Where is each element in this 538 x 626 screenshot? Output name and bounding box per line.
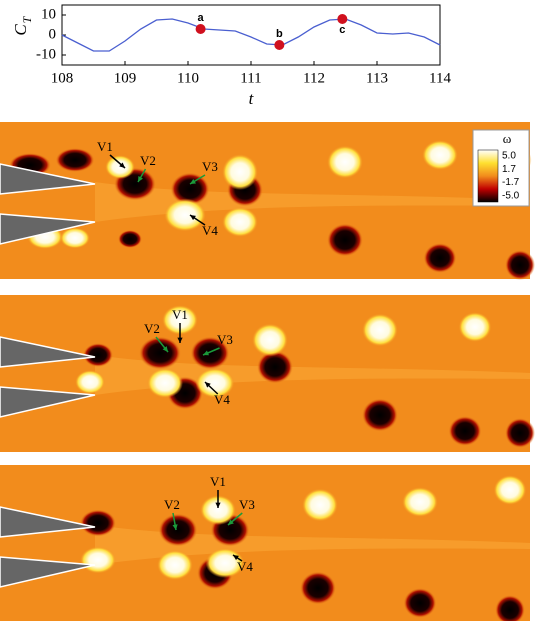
point-label: a	[198, 12, 205, 24]
vortex-label: V3	[217, 332, 233, 347]
vortex-label: V4	[214, 392, 230, 407]
positive-vortex	[252, 324, 288, 357]
vortex-label: V3	[239, 497, 255, 512]
x-axis-label: t	[249, 89, 255, 108]
colorbar-label: -5.0	[502, 191, 520, 202]
figure: 108109110111112113114-10010tCTabcV1V2V3V…	[0, 0, 538, 621]
positive-vortex	[422, 140, 458, 170]
negative-vortex	[118, 230, 142, 248]
y-tick-label: -10	[36, 46, 56, 62]
positive-vortex	[302, 489, 338, 522]
negative-vortex	[424, 243, 457, 273]
x-tick-label: 114	[429, 70, 451, 86]
negative-vortex	[404, 588, 437, 618]
vortex-label: V2	[144, 321, 160, 336]
x-tick-label: 113	[366, 70, 388, 86]
negative-vortex	[362, 399, 398, 432]
positive-vortex	[459, 312, 492, 342]
vorticity-panel: V1 V2 V3 V4	[0, 295, 535, 452]
positive-vortex	[222, 154, 258, 190]
y-tick-label: 0	[49, 26, 57, 42]
positive-vortex	[60, 228, 90, 249]
positive-vortex	[75, 370, 105, 394]
positive-vortex	[402, 487, 438, 517]
vortex-label: V2	[140, 153, 156, 168]
negative-vortex	[300, 572, 336, 605]
colorbar-symbol: ω	[503, 131, 512, 146]
vortex-label: V1	[97, 139, 113, 154]
negative-vortex	[159, 514, 198, 547]
negative-vortex	[327, 224, 363, 257]
positive-vortex	[105, 155, 135, 179]
positive-vortex	[494, 475, 527, 505]
positive-vortex	[80, 547, 116, 574]
positive-vortex	[157, 550, 193, 580]
colorbar: ω 5.0 1.7 -1.7 -5.0	[473, 130, 529, 206]
negative-vortex	[505, 418, 535, 448]
point-marker	[337, 14, 347, 24]
vortex-label: V3	[202, 159, 218, 174]
page: {"chart_data": {"type": "line", "ylabel"…	[0, 0, 538, 621]
colorbar-scale	[478, 150, 498, 202]
colorbar-label: 5.0	[502, 151, 516, 162]
y-axis-label: C	[11, 24, 30, 36]
vorticity-panel: V1 V2 V3 V4	[0, 465, 530, 621]
x-tick-label: 110	[177, 70, 199, 86]
y-axis-label-subscript: T	[20, 15, 34, 23]
positive-vortex	[327, 146, 363, 179]
point-label: b	[276, 28, 283, 40]
point-marker	[274, 40, 284, 50]
positive-vortex	[222, 207, 258, 237]
x-tick-label: 111	[240, 70, 261, 86]
point-label: c	[339, 24, 345, 36]
vortex-label: V2	[164, 497, 180, 512]
negative-vortex	[56, 148, 95, 172]
point-marker	[196, 24, 206, 34]
colorbar-label: 1.7	[502, 164, 516, 175]
x-tick-label: 112	[303, 70, 325, 86]
vortex-label: V1	[172, 307, 188, 322]
positive-vortex	[362, 314, 398, 347]
positive-vortex	[147, 368, 183, 398]
x-tick-label: 109	[114, 70, 137, 86]
negative-vortex	[80, 510, 116, 537]
positive-vortex	[164, 199, 206, 232]
plot-frame	[62, 5, 440, 65]
line-series	[62, 19, 440, 51]
x-tick-label: 108	[51, 70, 74, 86]
vortex-label: V1	[210, 474, 226, 489]
vortex-label: V4	[237, 559, 253, 574]
negative-vortex	[505, 250, 535, 280]
y-tick-label: 10	[41, 6, 56, 22]
negative-vortex	[449, 416, 482, 446]
colorbar-label: -1.7	[502, 177, 520, 188]
